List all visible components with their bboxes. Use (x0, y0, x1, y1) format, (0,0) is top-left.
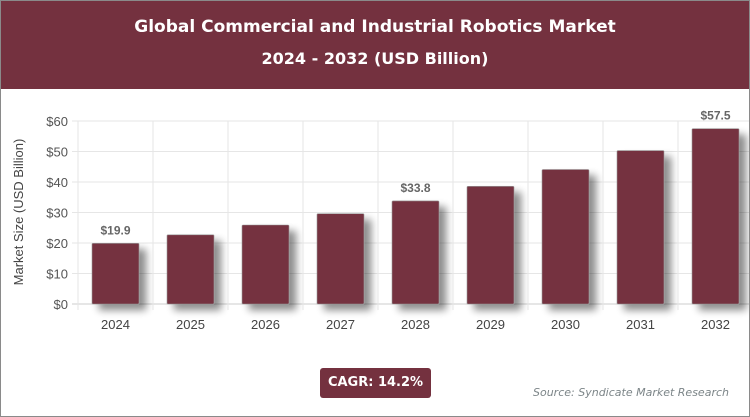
bar-2031 (616, 150, 665, 305)
bar-2030 (541, 169, 590, 305)
y-tick-label: $60 (46, 114, 68, 129)
x-tick-label: 2028 (401, 317, 430, 332)
chart-subtitle: 2024 - 2032 (USD Billion) (261, 49, 489, 68)
x-tick-label: 2026 (251, 317, 280, 332)
bar-2027 (316, 213, 365, 305)
cagr-badge: CAGR: 14.2% (320, 368, 431, 398)
x-tick-label: 2025 (176, 317, 205, 332)
bar-2029 (466, 185, 515, 305)
x-tick-label: 2029 (476, 317, 505, 332)
y-tick-label: $0 (54, 297, 68, 312)
x-tick-label: 2027 (326, 317, 355, 332)
y-tick-label: $20 (46, 236, 68, 251)
y-tick-label: $30 (46, 206, 68, 221)
chart-header: Global Commercial and Industrial Robotic… (1, 1, 749, 89)
x-tick-label: 2030 (551, 317, 580, 332)
y-tick-label: $40 (46, 175, 68, 190)
data-label: $19.9 (100, 223, 130, 237)
chart-title: Global Commercial and Industrial Robotic… (134, 17, 616, 37)
data-label: $33.8 (400, 181, 430, 195)
y-tick-label: $10 (46, 267, 68, 282)
source-note: Source: Syndicate Market Research (533, 386, 729, 399)
y-tick-label: $50 (46, 145, 68, 160)
bar-2028 (391, 200, 440, 305)
x-tick-label: 2024 (101, 317, 130, 332)
bar-2032 (691, 128, 740, 305)
data-label: $57.5 (700, 109, 730, 123)
bar-2024 (91, 243, 140, 305)
bar-2026 (241, 224, 290, 305)
x-tick-label: 2032 (701, 317, 730, 332)
x-tick-label: 2031 (626, 317, 655, 332)
y-axis-label: Market Size (USD Billion) (11, 139, 26, 286)
bar-2025 (166, 234, 215, 305)
